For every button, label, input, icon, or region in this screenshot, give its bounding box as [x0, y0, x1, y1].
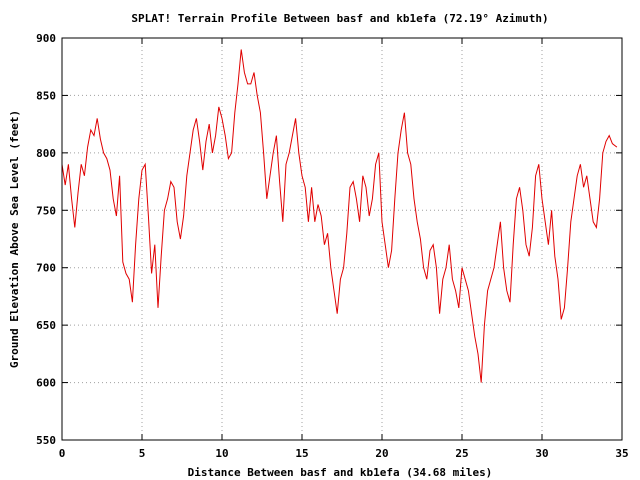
axis-ticks [61, 37, 623, 441]
x-axis-label: Distance Between basf and kb1efa (34.68 … [188, 466, 493, 479]
y-tick-label: 900 [36, 32, 56, 45]
series-layer [61, 49, 618, 383]
plot-frame [61, 37, 623, 441]
y-tick-label: 650 [36, 319, 56, 332]
x-tick-label: 0 [59, 447, 66, 460]
chart-title: SPLAT! Terrain Profile Between basf and … [131, 12, 548, 25]
y-tick-label: 700 [36, 262, 56, 275]
grid-lines [62, 38, 622, 440]
y-tick-label: 850 [36, 89, 56, 102]
y-tick-label: 800 [36, 147, 56, 160]
y-tick-label: 600 [36, 377, 56, 390]
y-tick-label: 750 [36, 204, 56, 217]
x-tick-label: 15 [295, 447, 308, 460]
x-tick-label: 30 [535, 447, 548, 460]
x-tick-label: 10 [215, 447, 228, 460]
y-axis-label: Ground Elevation Above Sea Level (feet) [8, 110, 21, 368]
x-tick-label: 35 [615, 447, 628, 460]
x-tick-label: 5 [139, 447, 146, 460]
terrain-profile-line [61, 49, 618, 383]
y-tick-label: 550 [36, 434, 56, 447]
x-tick-label: 20 [375, 447, 388, 460]
tick-labels: 0 5 10 15 20 25 30 35 550 600 650 700 750 800 850 900 [36, 32, 629, 460]
x-tick-label: 25 [455, 447, 468, 460]
